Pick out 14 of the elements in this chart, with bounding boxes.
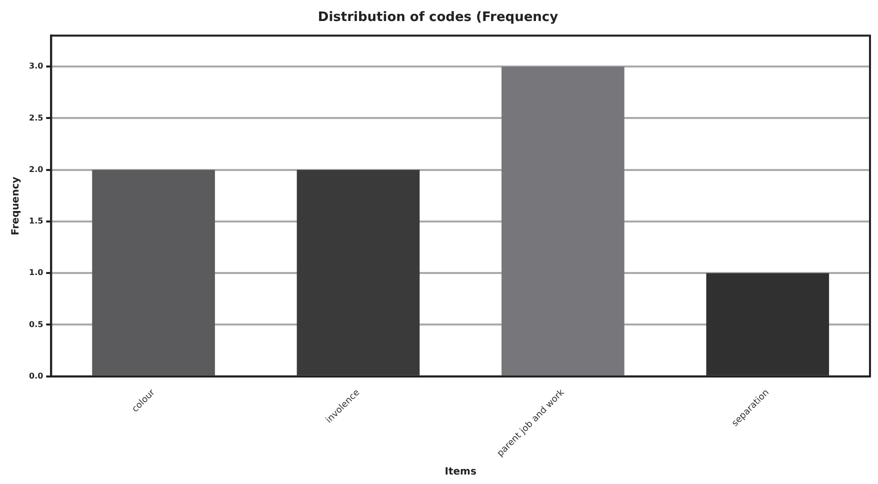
x-axis-title: Items xyxy=(444,466,476,478)
chart-title: Distribution of codes (Frequency xyxy=(318,10,559,26)
bar xyxy=(92,170,215,376)
y-tick-label: 1.0 xyxy=(29,268,44,278)
y-tick-label: 0.0 xyxy=(29,371,44,380)
y-tick-label: 2.0 xyxy=(29,164,44,174)
bar xyxy=(706,273,830,376)
y-tick-label: 2.5 xyxy=(29,113,44,122)
y-tick-label: 3.0 xyxy=(29,62,44,71)
bar xyxy=(296,170,420,376)
bar xyxy=(502,66,624,376)
y-tick-label: 0.5 xyxy=(29,320,44,329)
y-axis-title: Frequency xyxy=(10,176,22,236)
y-tick-label: 1.5 xyxy=(29,216,44,226)
